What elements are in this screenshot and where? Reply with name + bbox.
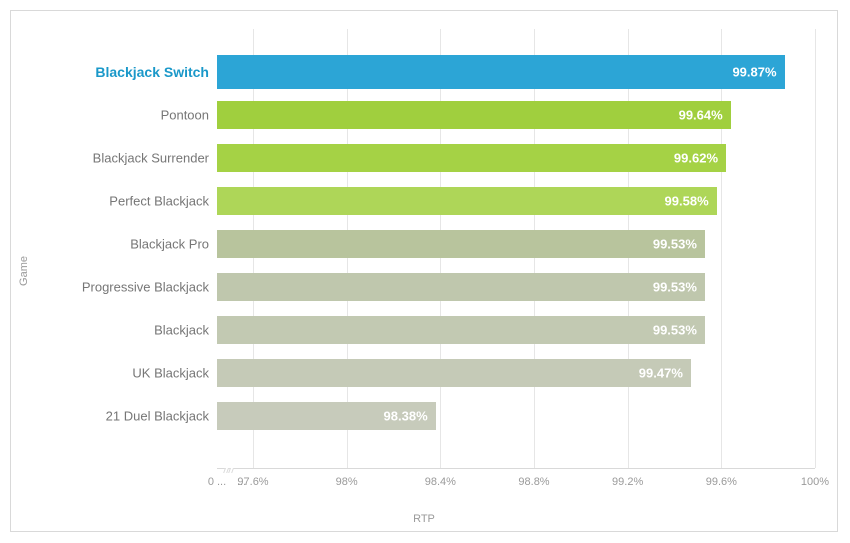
y-label: Blackjack Pro <box>49 238 209 251</box>
bar: 99.53% <box>217 316 705 344</box>
bar: 99.53% <box>217 230 705 258</box>
bar-value-label: 99.64% <box>679 108 723 123</box>
grid-line <box>721 29 722 468</box>
x-tick: 99.2% <box>612 476 643 488</box>
x-tick: 98.8% <box>518 476 549 488</box>
y-label: Pontoon <box>49 109 209 122</box>
bar-value-label: 99.58% <box>665 194 709 209</box>
bar: 99.53% <box>217 273 705 301</box>
chart-container: Game RTP Blackjack SwitchPontoonBlackjac… <box>10 10 838 532</box>
y-label: Blackjack Switch <box>49 65 209 79</box>
y-label: Perfect Blackjack <box>49 195 209 208</box>
bar-value-label: 99.62% <box>674 151 718 166</box>
bar-value-label: 98.38% <box>384 408 428 423</box>
y-label: Blackjack Surrender <box>49 152 209 165</box>
y-label: UK Blackjack <box>49 366 209 379</box>
x-tick: 99.6% <box>706 476 737 488</box>
bar-value-label: 99.53% <box>653 237 697 252</box>
bar: 99.87% <box>217 55 785 89</box>
bar: 99.62% <box>217 144 726 172</box>
x-tick-zero: 0 ... <box>208 476 226 488</box>
bar-value-label: 99.47% <box>639 365 683 380</box>
x-axis-title: RTP <box>413 513 435 525</box>
bars-area: 0 ... 97.6% ... 97.6%98%98.4%98.8%99.2%9… <box>217 29 815 469</box>
bar: 99.47% <box>217 359 691 387</box>
y-label: 21 Duel Blackjack <box>49 409 209 422</box>
plot-area: Blackjack Switch Pontoon Blackjack Surrend… <box>51 29 815 469</box>
y-labels: Blackjack Switch Pontoon Blackjack Surrend… <box>51 29 217 469</box>
y-label: Blackjack <box>49 323 209 336</box>
bar: 99.58% <box>217 187 717 215</box>
y-axis-title: Game <box>18 256 30 286</box>
bar: 99.64% <box>217 101 731 129</box>
bar-value-label: 99.87% <box>732 65 776 80</box>
bar-value-label: 99.53% <box>653 322 697 337</box>
x-tick: 97.6% <box>237 476 268 488</box>
grid-line <box>815 29 816 468</box>
x-tick: 98% <box>336 476 358 488</box>
x-tick: 100% <box>801 476 829 488</box>
y-label: Progressive Blackjack <box>49 280 209 293</box>
x-tick: 98.4% <box>425 476 456 488</box>
bar: 98.38% <box>217 402 436 430</box>
bar-value-label: 99.53% <box>653 279 697 294</box>
